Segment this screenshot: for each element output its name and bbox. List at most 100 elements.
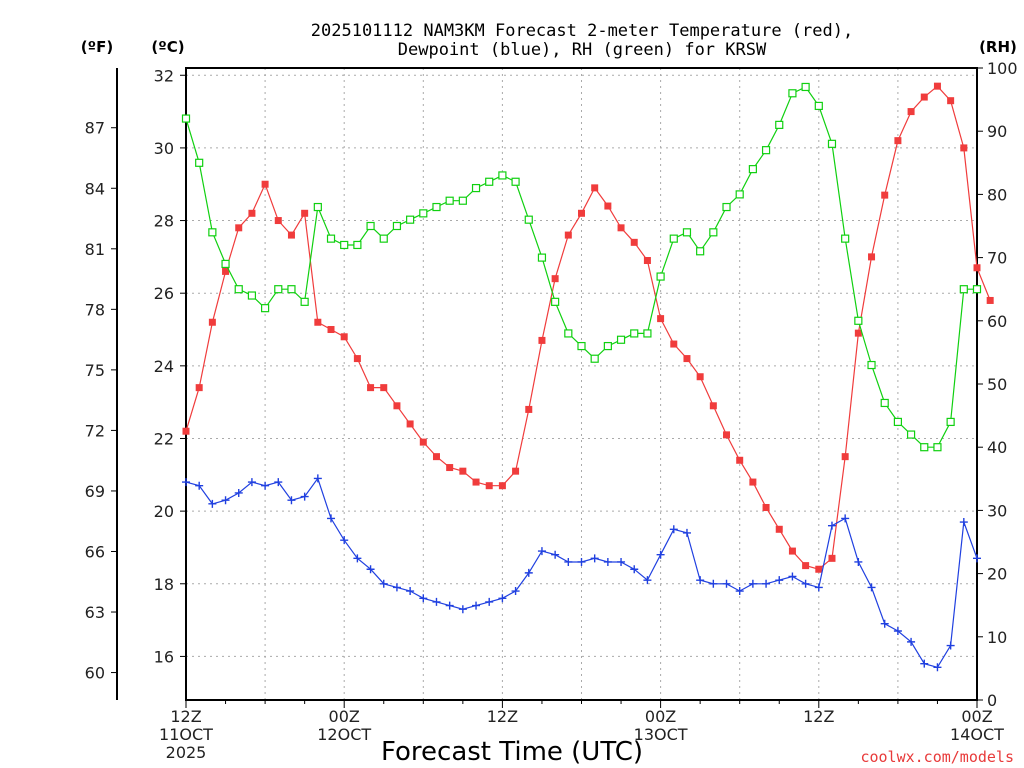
temperature-point (841, 453, 849, 461)
temperature-point (749, 478, 757, 486)
temperature-point (525, 405, 533, 413)
rh-point (590, 354, 599, 363)
rh-point (867, 360, 876, 370)
rh-point (208, 228, 217, 237)
series-rh (181, 82, 982, 452)
rh-point (827, 139, 837, 148)
dewpoint-point (973, 554, 981, 563)
dewpoint-point (696, 576, 705, 585)
rh-point (432, 202, 441, 212)
x-tick-label-date: 11OCT (159, 725, 213, 744)
dewpoint-point (867, 583, 876, 592)
dewpoint-point (445, 601, 454, 610)
dewpoint-point (920, 659, 929, 668)
dewpoint-point (841, 514, 850, 523)
rh-point (682, 228, 692, 237)
rh-point (564, 329, 573, 338)
rh-point (366, 221, 375, 231)
temperature-point (353, 355, 361, 363)
temperature-point (406, 420, 414, 428)
temperature-point (591, 184, 599, 192)
series-layer (181, 82, 994, 672)
x-tick-label-time: 12Z (487, 707, 518, 726)
celsius-tick-label: 32 (154, 66, 174, 85)
rh-tick-label: 80 (987, 185, 1007, 204)
celsius-tick-label: 24 (154, 357, 174, 376)
dewpoint-point (762, 579, 771, 588)
dewpoint-point (959, 518, 968, 527)
dewpoint-point (788, 572, 797, 581)
dewpoint-point (537, 547, 546, 556)
fahrenheit-tick-label: 66 (85, 542, 105, 561)
rh-tick-label: 10 (987, 628, 1007, 647)
dewpoint-point (485, 597, 494, 606)
rh-tick-label: 0 (987, 691, 997, 710)
dewpoint-point (195, 481, 204, 490)
dewpoint-point (551, 550, 560, 559)
rh-point (353, 240, 362, 250)
dewpoint-point (234, 488, 243, 497)
rh-point (761, 146, 771, 155)
dewpoint-point (261, 481, 270, 490)
temperature-point (696, 373, 704, 381)
rh-point (551, 297, 560, 306)
dewpoint-point (511, 587, 520, 596)
fahrenheit-tick-label: 78 (85, 300, 105, 319)
dewpoint-point (327, 514, 336, 523)
dewpoint-point (247, 478, 256, 487)
rh-point (643, 329, 652, 338)
rh-point (313, 202, 322, 212)
dewpoint-point (524, 568, 533, 577)
rh-point (933, 443, 942, 452)
rh-point (524, 215, 533, 224)
celsius-tick-label: 26 (154, 284, 174, 303)
temperature-point (933, 82, 941, 90)
temperature-point (327, 326, 335, 334)
temperature-point (551, 275, 559, 283)
x-tick-label-date: 14OCT (950, 725, 1004, 744)
temperature-point (894, 137, 902, 145)
temperature-point (432, 453, 440, 461)
rh-point (195, 158, 204, 167)
celsius-tick-label: 28 (154, 212, 174, 231)
dewpoint-point (379, 579, 388, 588)
rh-point (419, 209, 428, 218)
temperature-point (578, 209, 585, 217)
rh-point (261, 304, 270, 313)
rh-point (603, 341, 612, 351)
celsius-unit-label: (ºC) (151, 38, 184, 56)
rh-tick-label: 50 (987, 375, 1007, 394)
dewpoint-point (458, 605, 467, 614)
fahrenheit-tick-label: 60 (85, 664, 105, 683)
rh-point (854, 316, 863, 325)
rh-tick-label: 30 (987, 501, 1007, 520)
fahrenheit-tick-label: 84 (85, 179, 105, 198)
temperature-point (868, 253, 876, 261)
x-tick-label-date: 13OCT (634, 725, 688, 744)
temperature-point (182, 427, 190, 435)
x-tick-label-time: 12Z (803, 707, 834, 726)
rh-point (498, 171, 507, 180)
rh-point (537, 253, 547, 262)
fahrenheit-tick-label: 75 (85, 361, 105, 380)
temperature-point (723, 431, 731, 439)
rh-point (511, 177, 520, 186)
dewpoint-point (392, 583, 401, 592)
x-tick-label-time: 00Z (329, 707, 360, 726)
dewpoint-point (564, 557, 573, 566)
temperature-point (564, 231, 572, 239)
rh-point (300, 297, 309, 306)
temperature-point (643, 257, 651, 265)
fahrenheit-tick-label: 72 (85, 421, 105, 440)
temperature-point (736, 456, 744, 464)
x-tick-label-time: 00Z (645, 707, 676, 726)
dewpoint-point (590, 554, 599, 563)
x-tick-label-date: 12OCT (317, 725, 371, 744)
rh-point (920, 443, 929, 452)
rh-point (485, 177, 494, 186)
dewpoint-point (182, 478, 190, 487)
rh-point (972, 285, 982, 294)
rh-tick-label: 90 (987, 122, 1007, 141)
fahrenheit-tick-label: 69 (85, 482, 105, 501)
temperature-point (235, 224, 243, 232)
